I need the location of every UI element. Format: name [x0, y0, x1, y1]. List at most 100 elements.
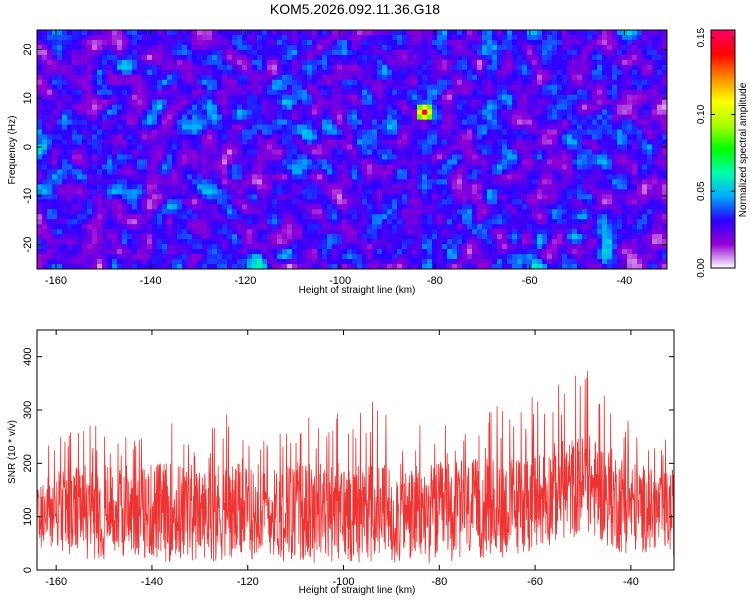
heatmap-cell	[597, 74, 603, 81]
heatmap-cell	[57, 194, 63, 200]
heatmap-cell	[77, 159, 83, 166]
heatmap-cell	[587, 199, 593, 205]
heatmap-cell	[317, 39, 323, 46]
heatmap-cell	[167, 74, 173, 81]
heatmap-cell	[187, 219, 193, 225]
heatmap-cell	[82, 69, 88, 76]
heatmap-cell	[242, 194, 248, 200]
heatmap-cell	[242, 99, 248, 106]
heatmap-cell	[427, 189, 433, 195]
heatmap-cell	[347, 79, 353, 86]
heatmap-cell	[127, 174, 133, 180]
heatmap-cell	[547, 104, 553, 111]
heatmap-cell	[552, 99, 558, 106]
heatmap-cell	[382, 199, 388, 205]
heatmap-cell	[107, 49, 113, 56]
heatmap-cell	[327, 144, 333, 151]
heatmap-cell	[337, 84, 343, 91]
heatmap-cell	[367, 104, 373, 111]
heatmap-cell	[42, 69, 48, 76]
heatmap-cell	[412, 194, 418, 200]
heatmap-cell	[662, 184, 667, 190]
heatmap-cell	[597, 34, 603, 41]
heatmap-cell	[592, 179, 598, 185]
heatmap-cell	[457, 104, 463, 111]
heatmap-cell	[592, 159, 598, 166]
heatmap-cell	[322, 114, 328, 121]
heatmap-cell	[457, 34, 463, 41]
heatmap-cell	[637, 204, 643, 210]
heatmap-cell	[107, 129, 113, 136]
heatmap-cell	[557, 139, 563, 146]
heatmap-cell	[272, 144, 278, 151]
heatmap-cell	[277, 139, 283, 146]
heatmap-cell	[497, 219, 503, 225]
heatmap-cell	[112, 94, 118, 101]
heatmap-cell	[272, 79, 278, 86]
heatmap-cell	[622, 164, 628, 171]
heatmap-cell	[467, 44, 473, 51]
heatmap-cell	[82, 214, 88, 220]
heatmap-cell	[377, 194, 383, 200]
heatmap-cell	[422, 89, 428, 96]
heatmap-cell	[117, 44, 123, 51]
heatmap-cell	[292, 69, 298, 76]
heatmap-cell	[422, 104, 428, 111]
heatmap-cell	[347, 59, 353, 66]
heatmap-cell	[602, 174, 608, 180]
heatmap-cell	[417, 44, 423, 51]
heatmap-cell	[617, 39, 623, 46]
heatmap-cell	[152, 154, 158, 161]
heatmap-cell	[592, 99, 598, 106]
heatmap-cell	[517, 134, 523, 141]
heatmap-cell	[367, 214, 373, 220]
heatmap-cell	[37, 189, 43, 195]
heatmap-cell	[377, 44, 383, 51]
heatmap-cell	[457, 84, 463, 91]
heatmap-cell	[432, 124, 438, 131]
heatmap-cell	[147, 154, 153, 161]
heatmap-cell	[232, 169, 238, 175]
heatmap-cell	[487, 49, 493, 56]
heatmap-cell	[417, 79, 423, 86]
heatmap-cell	[307, 159, 313, 166]
heatmap-cell	[232, 134, 238, 141]
heatmap-cell	[167, 224, 173, 230]
heatmap-cell	[617, 94, 623, 101]
heatmap-cell	[122, 179, 128, 185]
heatmap-cell	[227, 149, 233, 156]
heatmap-cell	[512, 194, 518, 200]
heatmap-cell	[467, 134, 473, 141]
heatmap-cell	[52, 179, 58, 185]
heatmap-cell	[492, 219, 498, 225]
heatmap-cell	[322, 49, 328, 56]
heatmap-cell	[222, 194, 228, 200]
heatmap-cell	[592, 119, 598, 126]
heatmap-cell	[432, 134, 438, 141]
heatmap-cell	[152, 164, 158, 171]
heatmap-cell	[532, 99, 538, 106]
heatmap-cell	[477, 30, 483, 36]
heatmap-cell	[397, 39, 403, 46]
heatmap-cell	[657, 64, 663, 71]
heatmap-cell	[492, 199, 498, 205]
heatmap-cell	[132, 74, 138, 81]
heatmap-cell	[382, 119, 388, 126]
heatmap-cell	[662, 214, 667, 220]
heatmap-cell	[352, 179, 358, 185]
heatmap-cell	[167, 179, 173, 185]
heatmap-cell	[492, 114, 498, 121]
heatmap-cell	[187, 224, 193, 230]
heatmap-cell	[602, 104, 608, 111]
heatmap-cell	[212, 144, 218, 151]
heatmap-cell	[612, 54, 618, 61]
heatmap-cell	[427, 39, 433, 46]
heatmap-cell	[57, 149, 63, 156]
heatmap-cell	[122, 64, 128, 71]
heatmap-cell	[152, 159, 158, 166]
heatmap-cell	[397, 184, 403, 190]
heatmap-cell	[587, 184, 593, 190]
heatmap-cell	[562, 44, 568, 51]
heatmap-cell	[162, 89, 168, 96]
heatmap-cell	[242, 179, 248, 185]
